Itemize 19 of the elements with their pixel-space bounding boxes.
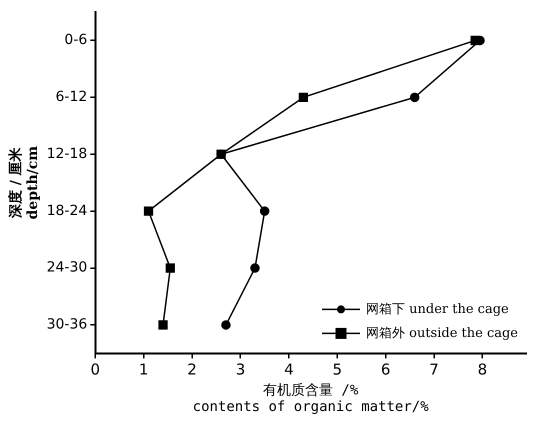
x-tick-label: 6: [380, 360, 390, 378]
x-axis-title: 有机质含量 /% contents of organic matter/%: [192, 382, 430, 416]
x-tick-label: 2: [187, 360, 197, 378]
y-tick-label: 6-12: [56, 88, 88, 105]
x-tick-label: 3: [236, 360, 246, 378]
legend-label: 网箱外 outside the cage: [366, 326, 518, 341]
x-tick-label: 0: [90, 360, 100, 378]
legend-label: 网箱下 under the cage: [366, 302, 510, 317]
y-tick-label: 12-18: [46, 146, 88, 162]
y-tick-label: 24-30: [46, 260, 88, 276]
y-tick-label: 18-24: [46, 202, 88, 219]
y-tick-label: 0-6: [64, 32, 88, 48]
x-tick-label: 7: [429, 360, 439, 378]
y-axis-title: 深度 / 厘米 depth/cm: [7, 146, 41, 220]
x-tick-label: 4: [284, 360, 294, 378]
x-tick-label: 8: [478, 360, 488, 378]
x-tick-label: 5: [332, 360, 342, 378]
x-tick-label: 1: [138, 360, 148, 378]
y-tick-label: 30-36: [46, 316, 88, 333]
